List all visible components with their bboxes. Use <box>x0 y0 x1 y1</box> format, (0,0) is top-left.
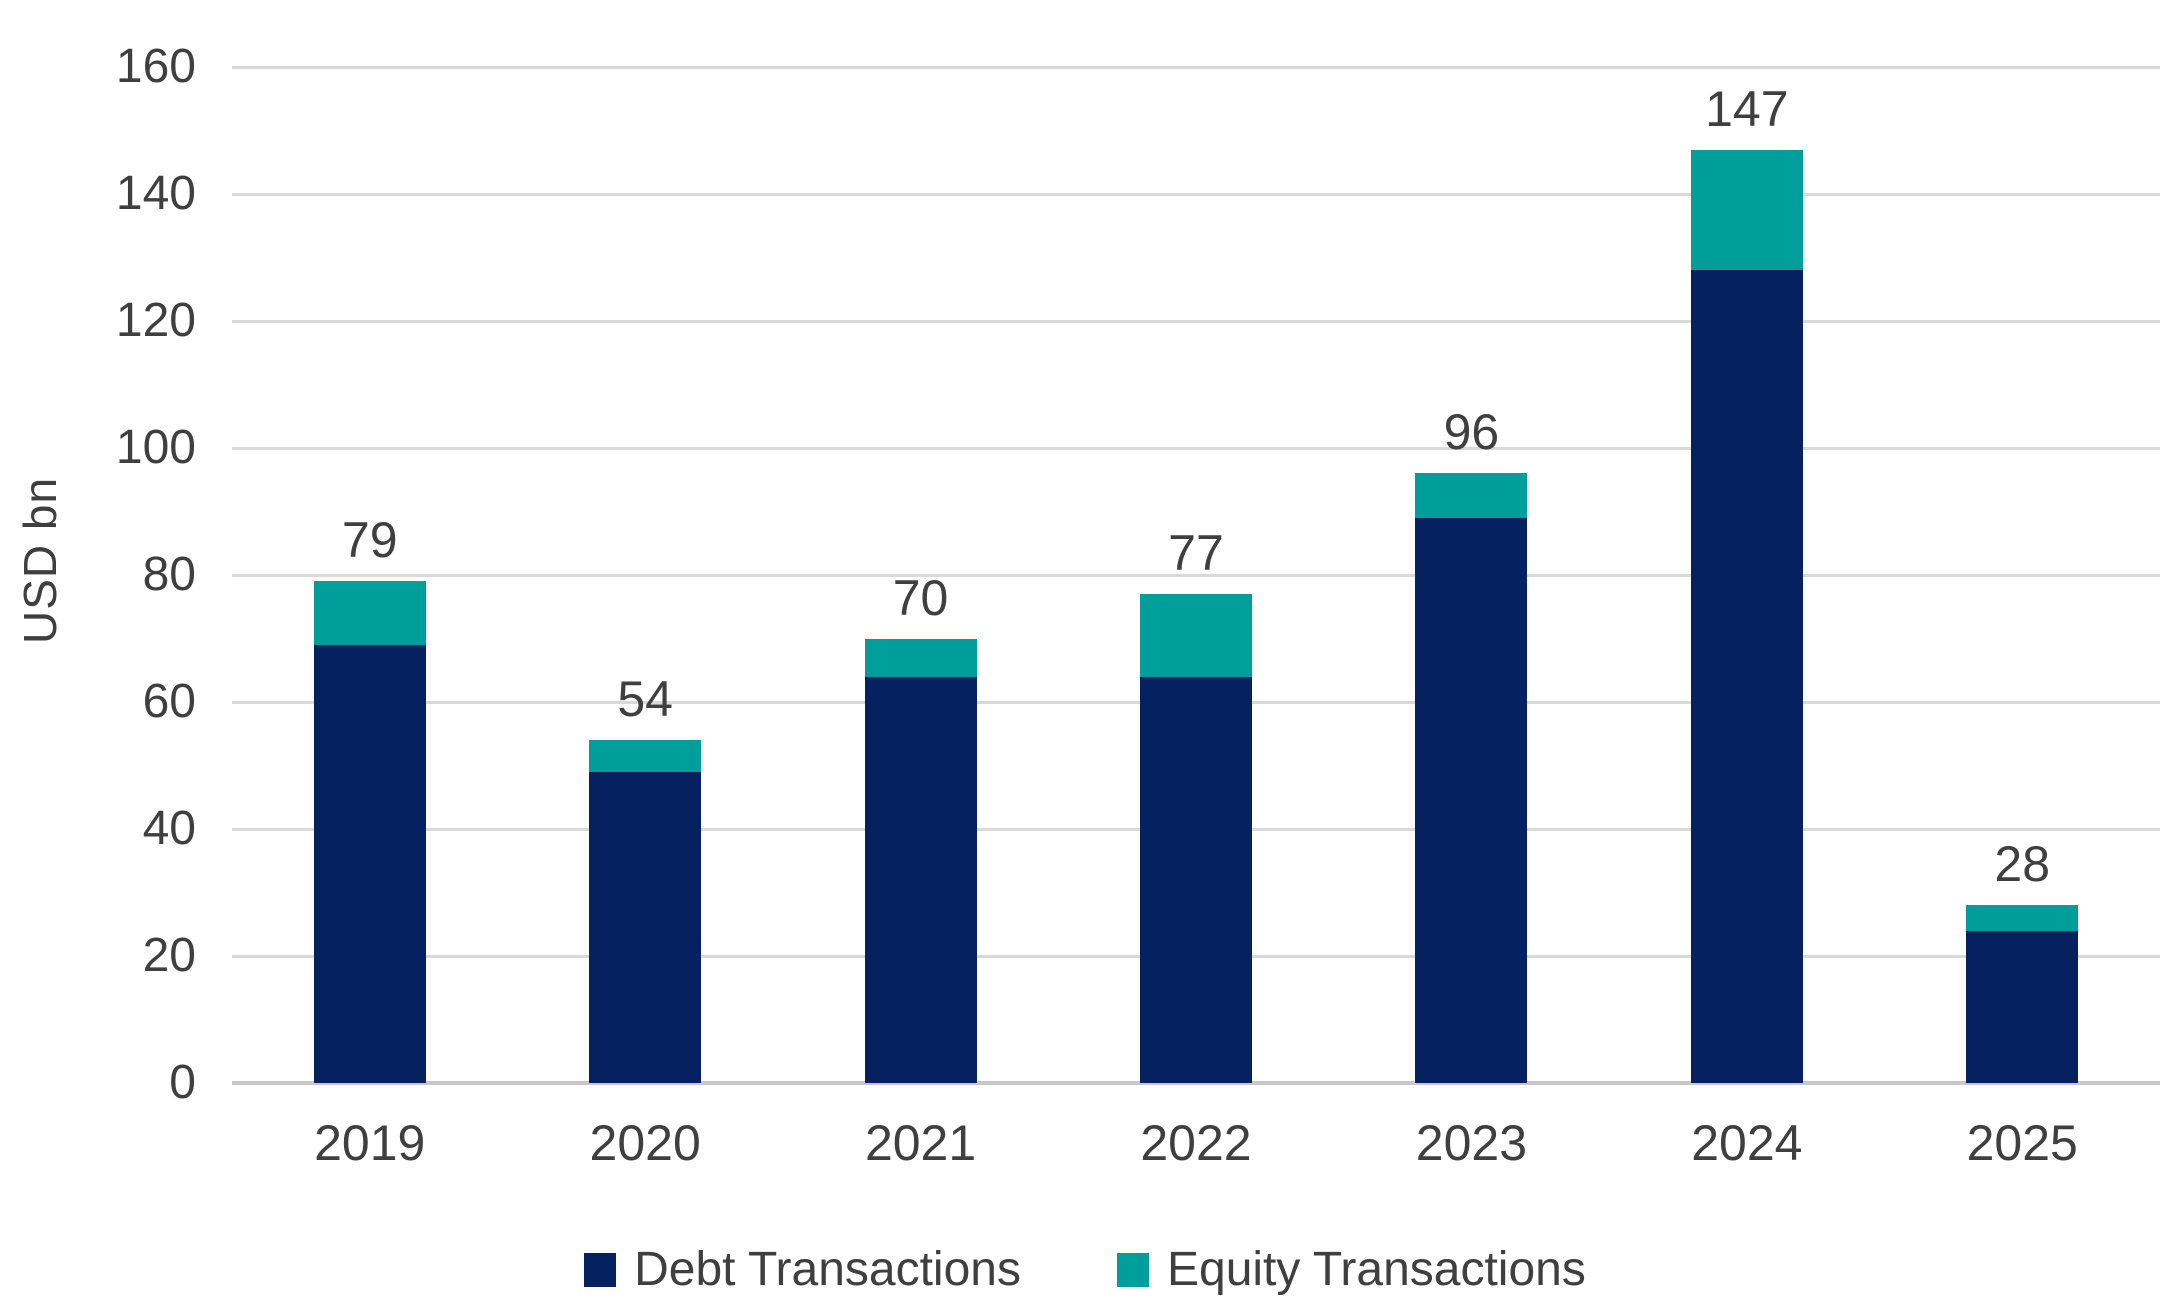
x-axis-label-2022: 2022 <box>1140 1115 1252 1171</box>
bar-2025-equity-segment <box>1966 905 2079 931</box>
bar-2019-debt-segment <box>313 644 426 1083</box>
plot-area: 79 54 70 77 96 147 28 <box>232 66 2160 1085</box>
y-tick-label-80: 80 <box>142 548 196 601</box>
y-tick-label-100: 100 <box>115 421 196 474</box>
bar-total-label-2025: 28 <box>1994 836 2051 893</box>
bar-total-label-2022: 77 <box>1168 525 1224 582</box>
bar-2024: 147 <box>1690 84 1803 1083</box>
x-axis-label-2020: 2020 <box>589 1115 701 1171</box>
bar-2021: 70 <box>864 573 977 1083</box>
bar-2024-debt-segment <box>1690 270 1803 1083</box>
legend-item-debt: Debt Transactions <box>584 1246 1021 1294</box>
bar-slot-2023: 96 <box>1334 67 1609 1083</box>
x-axis-label-2021: 2021 <box>864 1115 977 1171</box>
bar-slot-2024: 147 <box>1609 67 1884 1083</box>
bar-total-label-2019: 79 <box>341 512 398 569</box>
gridline-0 <box>232 1081 2160 1085</box>
x-axis-label-2025: 2025 <box>1966 1115 2078 1171</box>
bar-2020: 54 <box>589 674 702 1083</box>
bar-2022-debt-segment <box>1139 676 1252 1083</box>
bar-total-label-2021: 70 <box>892 569 949 626</box>
chart-legend: Debt Transactions Equity Transactions <box>0 1246 2170 1294</box>
bar-total-label-2024: 147 <box>1705 80 1789 137</box>
gridline-120 <box>232 320 2160 323</box>
bar-2019: 79 <box>313 515 426 1083</box>
bar-2022-equity-segment <box>1139 594 1252 677</box>
bar-2023-debt-segment <box>1415 517 1528 1083</box>
x-axis-label-2019: 2019 <box>314 1115 426 1171</box>
gridline-100 <box>232 447 2160 450</box>
y-tick-label-160: 160 <box>115 40 196 93</box>
bar-2020-debt-segment <box>589 771 702 1083</box>
bar-2023-equity-segment <box>1415 473 1528 518</box>
y-tick-label-0: 0 <box>169 1056 196 1109</box>
legend-label-equity: Equity Transactions <box>1166 1243 1586 1296</box>
bar-2024-equity-segment <box>1690 149 1803 271</box>
legend-label-debt: Debt Transactions <box>634 1243 1021 1296</box>
bar-total-label-2023: 96 <box>1443 404 1500 461</box>
y-tick-label-60: 60 <box>142 675 196 728</box>
x-axis-label-2024: 2024 <box>1691 1115 1803 1171</box>
bar-2020-equity-segment <box>589 740 702 772</box>
y-tick-label-40: 40 <box>142 802 196 855</box>
bar-2025: 28 <box>1966 839 2079 1083</box>
bar-2025-debt-segment <box>1966 930 2079 1083</box>
bar-slot-2020: 54 <box>507 67 782 1083</box>
legend-item-equity: Equity Transactions <box>1116 1243 1586 1296</box>
bar-total-label-2020: 54 <box>617 671 673 728</box>
bar-2022: 77 <box>1139 528 1252 1083</box>
bar-2019-equity-segment <box>313 581 426 645</box>
y-tick-label-20: 20 <box>142 929 196 982</box>
bar-slot-2025: 28 <box>1885 67 2160 1083</box>
bar-slot-2021: 70 <box>783 67 1058 1083</box>
gridline-80 <box>232 574 2160 577</box>
legend-swatch-debt <box>584 1253 617 1287</box>
gridline-160 <box>232 66 2160 69</box>
bar-2021-debt-segment <box>864 676 977 1083</box>
x-axis-label-2023: 2023 <box>1415 1115 1528 1171</box>
bar-slot-2022: 77 <box>1058 67 1333 1083</box>
bar-2023: 96 <box>1415 407 1528 1083</box>
bar-slot-2019: 79 <box>232 67 507 1083</box>
y-tick-label-120: 120 <box>115 294 196 347</box>
y-tick-label-140: 140 <box>115 167 196 220</box>
legend-swatch-equity <box>1116 1253 1149 1287</box>
bar-2021-equity-segment <box>864 638 977 677</box>
bar-series: 79 54 70 77 96 147 28 <box>232 67 2160 1083</box>
gridline-140 <box>232 193 2160 196</box>
x-axis-labels: 2019 2020 2021 2022 2023 2024 2025 <box>232 1118 2160 1168</box>
